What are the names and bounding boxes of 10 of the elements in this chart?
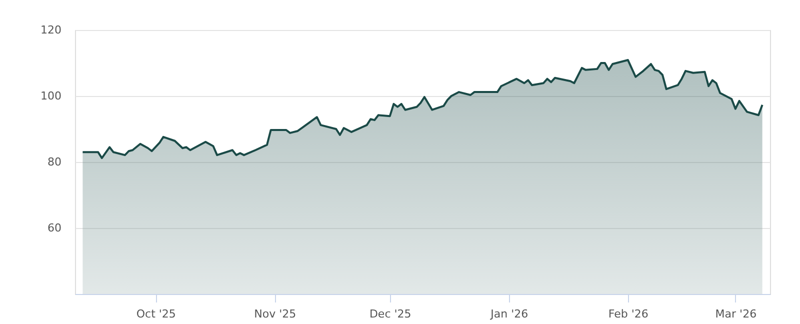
x-tick-label: Mar '26 xyxy=(715,308,757,320)
x-tick-label: Dec '25 xyxy=(369,308,412,320)
y-tick-label: 120 xyxy=(40,24,62,36)
x-tick-label: Oct '25 xyxy=(136,308,176,320)
y-tick-label: 80 xyxy=(48,156,62,168)
y-tick-label: 100 xyxy=(40,90,62,102)
x-tick-label: Nov '25 xyxy=(254,308,296,320)
y-tick-label: 60 xyxy=(48,222,62,234)
x-tick-label: Jan '26 xyxy=(490,308,528,320)
x-tick-label: Feb '26 xyxy=(608,308,648,320)
